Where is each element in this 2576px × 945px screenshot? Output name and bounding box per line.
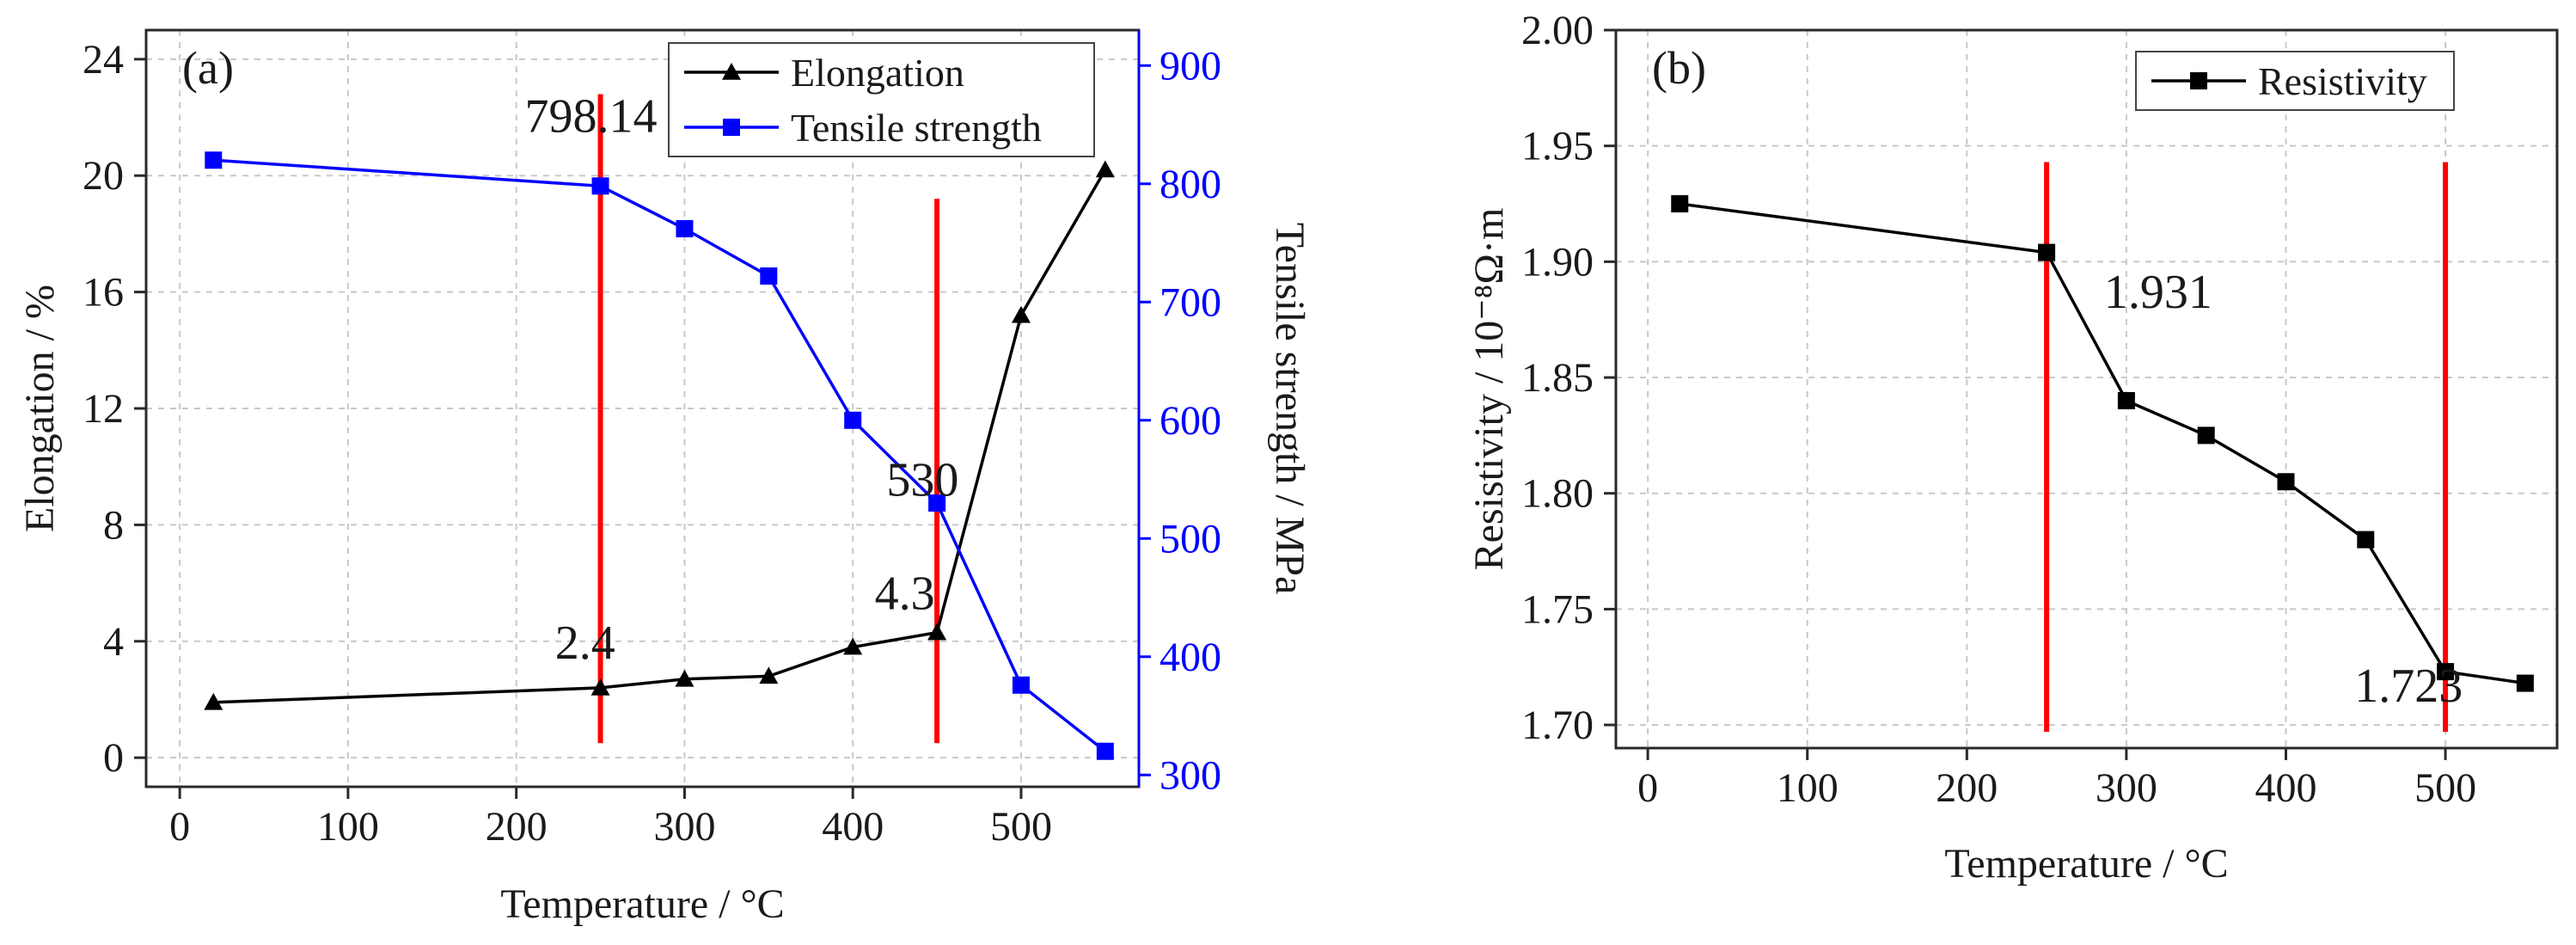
x-axis-title: Temperature / °C — [1944, 841, 2228, 887]
legend-marker — [722, 63, 741, 80]
y2-tick-label: 800 — [1160, 162, 1221, 207]
data-point — [759, 666, 779, 684]
data-annotation: 530 — [886, 454, 958, 507]
data-point — [204, 692, 223, 710]
y2-tick-label: 900 — [1160, 43, 1221, 89]
x-tick-label: 0 — [1637, 765, 1658, 811]
panel-label: (b) — [1652, 42, 1706, 94]
y-tick-label: 1.95 — [1521, 124, 1594, 169]
y-tick-label: 1.85 — [1521, 355, 1594, 401]
y-tick-label: 8 — [103, 502, 124, 548]
legend-box — [668, 42, 1095, 157]
y-tick-label: 2.00 — [1521, 8, 1594, 53]
y2-tick-label: 600 — [1160, 398, 1221, 444]
y-axis-title: Elongation / % — [17, 285, 63, 532]
y-tick-label: 16 — [83, 270, 124, 316]
data-point — [1011, 305, 1031, 323]
data-point — [676, 220, 694, 237]
x-tick-label: 100 — [317, 804, 379, 850]
data-point — [590, 678, 610, 696]
data-point — [1671, 195, 1689, 213]
y-axis-title: Resistivity / 10⁻⁸Ω·m — [1466, 208, 1512, 571]
legend-marker — [723, 119, 740, 136]
data-point — [844, 411, 862, 429]
data-point — [927, 623, 947, 641]
data-point — [2277, 473, 2295, 491]
data-point — [2197, 426, 2215, 445]
legend: Elongation Tensile strength — [668, 42, 1095, 157]
legend: Resistivity — [2135, 51, 2455, 111]
legend-label: Tensile strength — [791, 106, 1042, 150]
data-point — [843, 637, 863, 655]
data-point — [2516, 674, 2534, 692]
x-tick-label: 200 — [486, 804, 548, 850]
data-point — [2117, 391, 2135, 409]
data-point — [1096, 742, 1114, 760]
data-point — [1095, 160, 1115, 178]
y-tick-label: 12 — [83, 386, 124, 432]
series-line-tensile-strength — [213, 158, 1106, 753]
data-point — [591, 177, 609, 195]
data-point — [675, 669, 694, 687]
legend-label: Resistivity — [2258, 59, 2427, 103]
data-annotation: 2.4 — [555, 617, 615, 670]
y-tick-label: 4 — [103, 619, 124, 665]
x-tick-label: 500 — [2414, 765, 2476, 811]
legend-label: Elongation — [791, 51, 964, 95]
y-tick-label: 24 — [83, 37, 124, 83]
data-annotation: 1.931 — [2104, 266, 2212, 319]
data-point — [205, 151, 223, 169]
x-tick-label: 200 — [1936, 765, 1998, 811]
data-point — [760, 267, 778, 285]
data-point — [2437, 663, 2455, 681]
x-tick-label: 400 — [2255, 765, 2316, 811]
y2-tick-label: 700 — [1160, 279, 1221, 325]
x-tick-label: 0 — [169, 804, 190, 850]
y2-tick-label: 400 — [1160, 635, 1221, 680]
x-axis-title: Temperature / °C — [500, 881, 784, 927]
data-point — [2038, 243, 2056, 261]
y-tick-label: 0 — [103, 735, 124, 781]
data-annotation: 1.723 — [2354, 660, 2463, 713]
data-point — [1012, 676, 1030, 694]
x-tick-label: 100 — [1777, 765, 1839, 811]
series-line-elongation — [213, 169, 1107, 704]
x-tick-label: 400 — [822, 804, 884, 850]
data-annotation: 4.3 — [875, 568, 935, 621]
x-tick-label: 500 — [990, 804, 1052, 850]
data-point — [928, 494, 946, 512]
series-line-resistivity — [1680, 202, 2526, 685]
plot-frame — [1614, 28, 2559, 750]
y-tick-label: 1.80 — [1521, 471, 1594, 517]
y2-tick-label: 300 — [1160, 752, 1221, 798]
y-tick-label: 1.70 — [1521, 703, 1594, 748]
y-tick-label: 20 — [83, 153, 124, 199]
y-tick-label: 1.75 — [1521, 586, 1594, 632]
data-point — [2357, 531, 2375, 549]
x-tick-label: 300 — [653, 804, 715, 850]
panel-a: 0 100 200 300 400 500 0 4 8 12 16 20 24 300 400 500 600 7… — [17, 28, 1312, 927]
legend-marker — [2190, 72, 2207, 89]
x-tick-label: 300 — [2096, 765, 2157, 811]
y-tick-label: 1.90 — [1521, 239, 1594, 285]
y2-tick-label: 500 — [1160, 516, 1221, 561]
panel-b: 0 100 200 300 400 500 1.70 1.75 1.80 1.85 1.90 1.95… — [1466, 8, 2559, 887]
data-annotation: 798.14 — [524, 89, 657, 143]
panel-label: (a) — [182, 42, 234, 94]
y2-axis-title: Tensile strength / MPa — [1267, 223, 1312, 595]
